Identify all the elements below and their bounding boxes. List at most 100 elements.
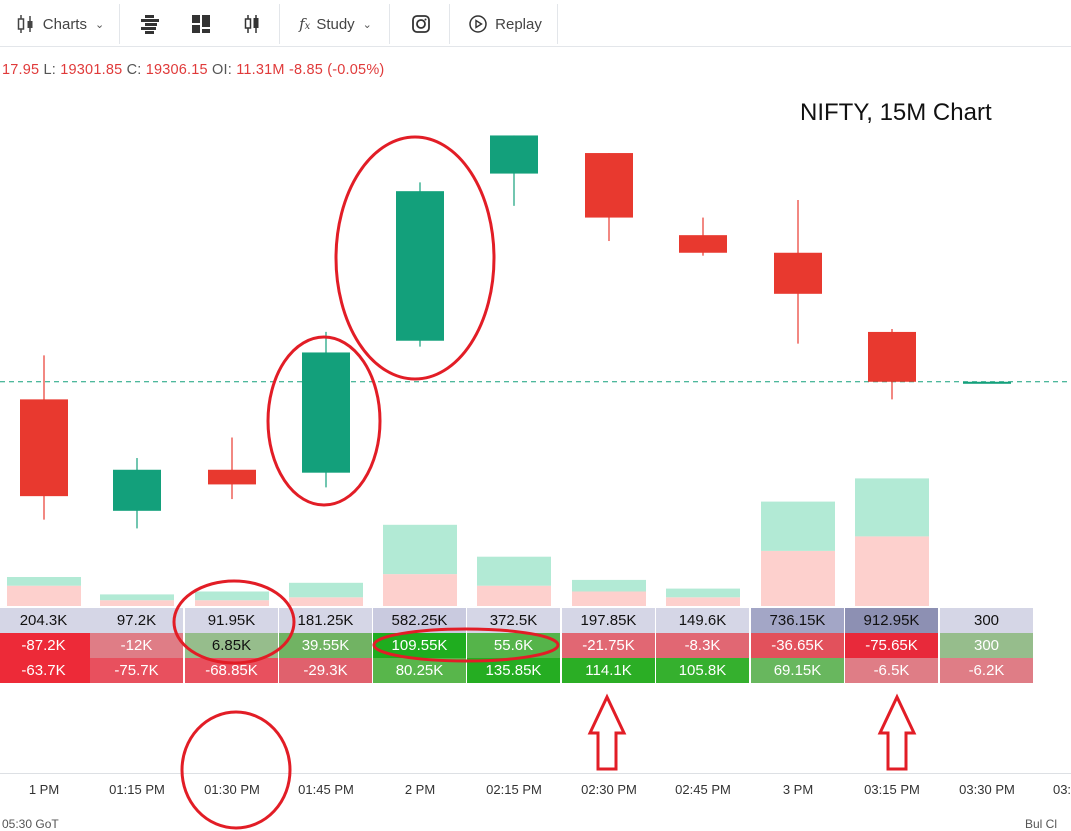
time-axis-label: 01:45 PM [298, 782, 354, 797]
volume-bar-bull [7, 577, 81, 586]
charts-label: Charts [42, 15, 87, 33]
volume-bar-bull [100, 594, 174, 601]
study-button[interactable]: fx Study ⌄ [282, 4, 390, 44]
volume-bar-bear [477, 585, 551, 606]
bottom-right-text: Bul Cl [1025, 817, 1058, 831]
time-axis-label: 2 PM [404, 782, 436, 797]
time-axis-label: 02:15 PM [486, 782, 542, 797]
table-cell: 912.95K [845, 608, 939, 633]
volume-bar-bull [477, 556, 551, 586]
volume-bar-bear [855, 536, 929, 606]
time-axis-label: 01:15 PM [109, 782, 165, 797]
ohlc-legend: 17.95 L: 19301.85 C: 19306.15 OI: 11.31M… [2, 62, 384, 78]
candle-body [679, 235, 727, 253]
time-axis-label: 01:30 PM [204, 782, 260, 797]
camera-icon [411, 15, 430, 33]
table-cell: 55.6K [467, 633, 561, 658]
table-cell: 80.25K [373, 658, 467, 683]
bars-layout-button[interactable] [122, 4, 178, 44]
chart-annotation-title: NIFTY, 15M Chart [800, 99, 992, 126]
volume-bar-bear [383, 574, 457, 606]
candle-body [585, 153, 633, 218]
table-cell: -29.3K [279, 658, 373, 683]
volume-bar-bear [572, 591, 646, 606]
volume-bar-bull [572, 579, 646, 592]
table-cell: 372.5K [467, 608, 561, 633]
candle-settings-icon [244, 15, 258, 33]
oi-value: 11.31M [236, 62, 285, 78]
volume-bar-bull [666, 588, 740, 598]
table-cell: -36.65K [751, 633, 845, 658]
replay-label: Replay [495, 15, 542, 33]
close-label: C: [126, 62, 142, 78]
candle-body [868, 331, 916, 382]
table-cell: 300 [940, 608, 1034, 633]
table-cell: 114.1K [562, 658, 656, 683]
chevron-down-icon: ⌄ [362, 18, 372, 31]
volume-bar-bear [289, 597, 363, 606]
bars-layout-icon [141, 15, 159, 34]
volume-bar-bear [666, 597, 740, 606]
candle-body [113, 469, 161, 511]
candle-body [490, 135, 538, 174]
table-cell: -21.75K [562, 633, 656, 658]
table-cell: -75.65K [845, 633, 939, 658]
candle-body [302, 352, 350, 473]
table-cell: -6.2K [940, 658, 1034, 683]
time-axis-label: 03: [1052, 782, 1071, 797]
play-circle-icon [469, 15, 487, 33]
screenshot-button[interactable] [392, 4, 450, 44]
time-axis-label: 03:15 PM [864, 782, 920, 797]
replay-button[interactable]: Replay [452, 4, 558, 44]
volume-bar-bear [195, 600, 269, 606]
low-value: 19301.85 [60, 62, 123, 78]
time-axis-label: 02:45 PM [675, 782, 731, 797]
table-cell: 204.3K [0, 608, 91, 633]
volume-bar-bull [761, 501, 835, 551]
volume-bar-bear [7, 585, 81, 606]
table-cell: 197.85K [562, 608, 656, 633]
candlestick-icon [17, 15, 33, 33]
table-cell: 97.2K [90, 608, 184, 633]
grid-layout-button[interactable] [178, 4, 224, 44]
table-cell: -63.7K [0, 658, 91, 683]
candle-body [774, 252, 822, 294]
table-cell: 91.95K [185, 608, 279, 633]
table-cell: -75.7K [90, 658, 184, 683]
table-cell: 109.55K [373, 633, 467, 658]
charts-menu-button[interactable]: Charts ⌄ [0, 4, 120, 44]
volume-bar-bear [761, 550, 835, 606]
change-value: -8.85 [288, 62, 323, 78]
candle-body [396, 191, 444, 341]
function-icon: fx [299, 15, 311, 33]
volume-bar-bull [855, 478, 929, 537]
volume-bar-bull [289, 582, 363, 598]
table-cell: -8.3K [656, 633, 750, 658]
volume-bar-bull [195, 591, 269, 601]
time-axis-label: 03:30 PM [959, 782, 1015, 797]
bottom-left-text: 05:30 GoT [2, 817, 59, 831]
candle-settings-button[interactable] [224, 4, 280, 44]
table-cell: 69.15K [751, 658, 845, 683]
table-cell: 300 [940, 633, 1034, 658]
volume-bar-bull [383, 524, 457, 575]
candle-body [20, 399, 68, 497]
time-axis-line [0, 773, 1071, 774]
bottom-strip: 05:30 GoT Bul Cl [0, 817, 1071, 831]
candle-body [208, 469, 256, 485]
table-cell: 149.6K [656, 608, 750, 633]
table-cell: 105.8K [656, 658, 750, 683]
study-label: Study [316, 15, 355, 33]
close-value: 19306.15 [145, 62, 208, 78]
time-axis-label: 02:30 PM [581, 782, 637, 797]
volume-bar-bear [100, 600, 174, 606]
table-cell: 736.15K [751, 608, 845, 633]
high-value: 17.95 [2, 62, 40, 78]
toolbar: Charts ⌄ fx Study ⌄ [0, 0, 1071, 47]
time-axis-label: 3 PM [782, 782, 814, 797]
change-percent: (-0.05%) [327, 62, 385, 78]
table-cell: -12K [90, 633, 184, 658]
table-cell: 582.25K [373, 608, 467, 633]
table-cell: 135.85K [467, 658, 561, 683]
table-cell: -87.2K [0, 633, 91, 658]
